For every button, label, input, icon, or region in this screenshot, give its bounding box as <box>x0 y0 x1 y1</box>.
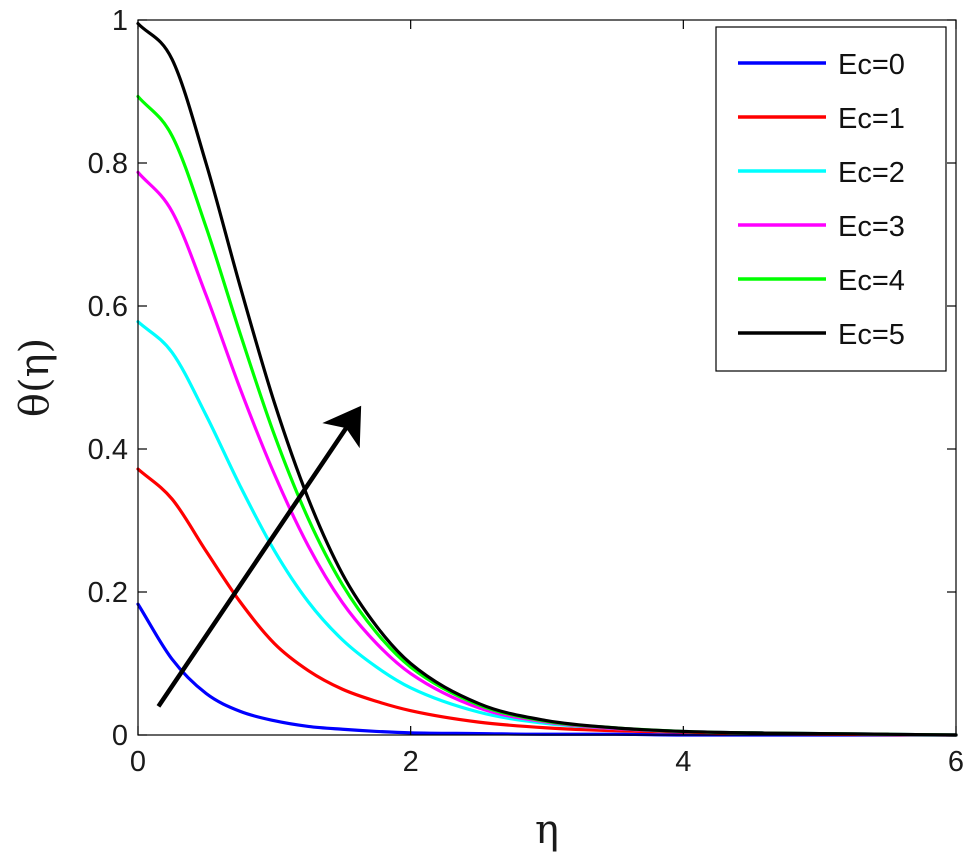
x-tick-label: 2 <box>403 746 419 778</box>
plot-frame <box>137 19 957 736</box>
legend: Ec=0 Ec=1 Ec=2 Ec=3 Ec=4 Ec=5 <box>715 26 947 372</box>
series-layer <box>136 21 958 737</box>
legend-label: Ec=0 <box>838 49 905 81</box>
legend-label: Ec=3 <box>838 211 905 243</box>
y-tick-label: 0.4 <box>88 434 128 466</box>
x-tick-label: 6 <box>948 746 964 778</box>
legend-label: Ec=5 <box>838 319 905 351</box>
series-line-ec-5 <box>136 21 958 737</box>
annotation-layer <box>156 405 362 708</box>
y-tick-label: 0.8 <box>88 148 128 180</box>
x-tick-label: 0 <box>130 746 146 778</box>
tick-layer: 0 2 4 6 0 0.2 0.4 0.6 0.8 1 <box>88 5 964 778</box>
y-tick-label: 0.6 <box>88 291 128 323</box>
legend-label: Ec=1 <box>838 103 905 135</box>
y-tick-label: 0.2 <box>88 577 128 609</box>
y-axis-title: θ(η) <box>12 338 58 417</box>
x-axis-title: η <box>535 807 559 853</box>
x-tick-label: 4 <box>675 746 691 778</box>
y-tick-label: 1 <box>112 5 128 37</box>
trend-arrow <box>156 405 362 708</box>
y-tick-label: 0 <box>112 720 128 752</box>
legend-label: Ec=4 <box>838 265 905 297</box>
legend-box <box>715 26 947 372</box>
legend-label: Ec=2 <box>838 157 905 189</box>
